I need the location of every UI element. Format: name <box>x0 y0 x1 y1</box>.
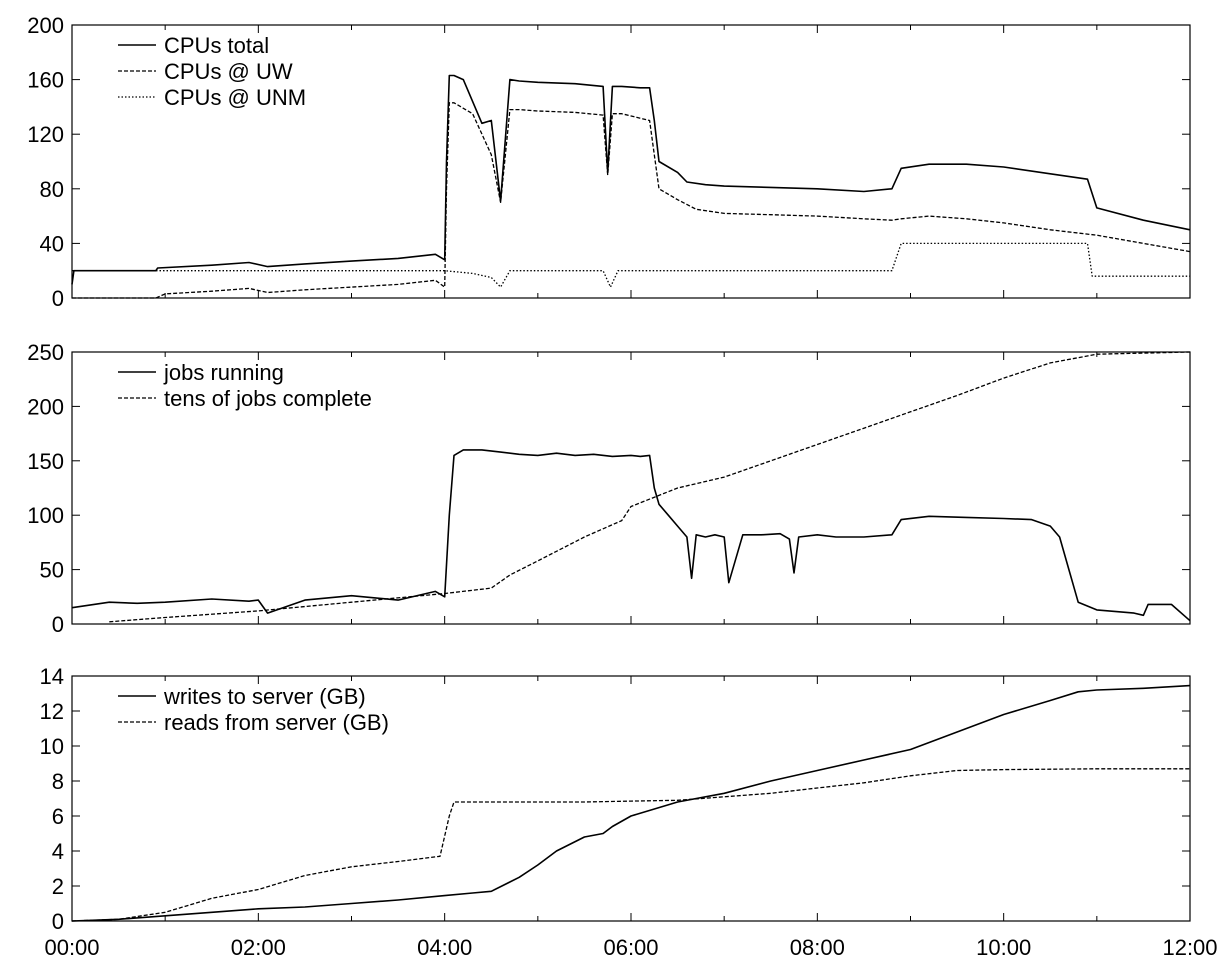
series-line-jobs-running <box>71 449 1191 622</box>
x-tick-label: 04:00 <box>417 935 472 960</box>
x-tick-label: 10:00 <box>976 935 1031 960</box>
x-tick-label: 06:00 <box>603 935 658 960</box>
legend-label: CPUs @ UW <box>164 59 293 84</box>
y-tick-label: 80 <box>40 177 64 202</box>
y-tick-label: 10 <box>40 734 64 759</box>
y-tick-label: 0 <box>52 909 64 934</box>
series-line-tens-of-jobs-complete <box>109 351 1191 623</box>
y-tick-label: 150 <box>27 449 64 474</box>
y-tick-label: 2 <box>52 874 64 899</box>
x-tick-label: 00:00 <box>44 935 99 960</box>
legend-label: writes to server (GB) <box>163 684 366 709</box>
y-tick-label: 0 <box>52 612 64 637</box>
server-io-panel: 0 2 4 6 8 10 12 14 00:00 02:00 04:00 06:00 08:00 10:0… <box>40 664 1218 960</box>
legend-label: reads from server (GB) <box>164 710 389 735</box>
y-tick-label: 40 <box>40 231 64 256</box>
legend-label: CPUs @ UNM <box>164 85 306 110</box>
y-tick-label: 8 <box>52 769 64 794</box>
y-tick-label: 4 <box>52 839 64 864</box>
y-tick-label: 200 <box>27 13 64 38</box>
y-tick-label: 200 <box>27 394 64 419</box>
series-line-reads-from-server-gb <box>71 768 1190 922</box>
y-tick-label: 250 <box>27 340 64 365</box>
y-tick-label: 0 <box>52 286 64 311</box>
legend-label: jobs running <box>163 360 284 385</box>
x-tick-label: 08:00 <box>790 935 845 960</box>
y-tick-label: 12 <box>40 699 64 724</box>
y-tick-label: 6 <box>52 804 64 829</box>
y-tick-label: 160 <box>27 68 64 93</box>
y-tick-label: 50 <box>40 558 64 583</box>
legend-label: CPUs total <box>164 33 269 58</box>
x-tick-label: 02:00 <box>231 935 286 960</box>
series-line-cpus-uw <box>72 102 1191 299</box>
y-tick-label: 100 <box>27 503 64 528</box>
y-tick-label: 14 <box>40 664 64 689</box>
y-tick-label: 120 <box>27 122 64 147</box>
series-line-cpus-unm <box>72 242 1190 288</box>
series-line-cpus-total <box>71 74 1191 285</box>
x-tick-label: 12:00 <box>1162 935 1217 960</box>
series-line-writes-to-server-gb <box>71 684 1191 922</box>
legend-label: tens of jobs complete <box>164 386 372 411</box>
